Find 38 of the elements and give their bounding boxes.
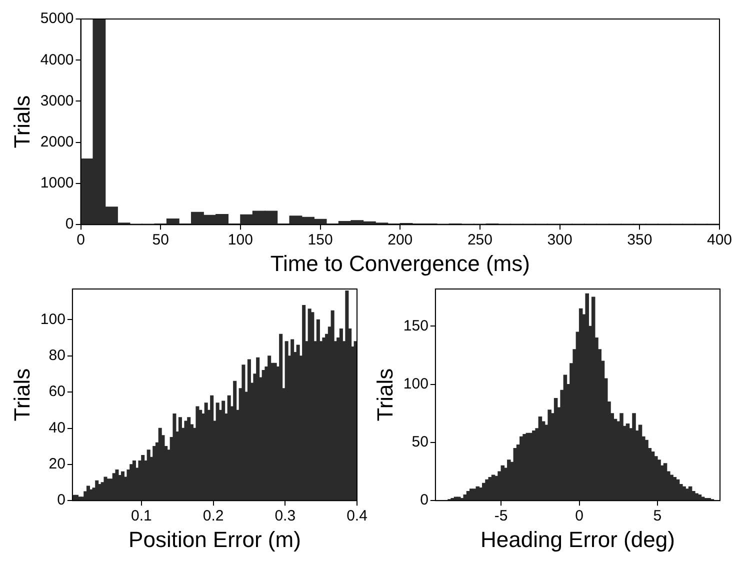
y-tick-label: 5000 <box>40 10 74 28</box>
y-tick-label: 0 <box>420 492 428 509</box>
x-tick-label: 150 <box>308 232 333 249</box>
x-tick-label: 0.4 <box>346 508 368 525</box>
x-tick-label: 350 <box>627 232 652 249</box>
x-tick-label: 0 <box>76 232 85 249</box>
y-tick-label: 100 <box>40 310 66 328</box>
x-tick-label: 200 <box>388 232 413 249</box>
y-tick-label: 2000 <box>40 134 74 150</box>
x-tick-label: 100 <box>228 232 253 249</box>
x-axis-title: Position Error (m) <box>128 526 301 552</box>
x-axis-title: Time to Convergence (ms) <box>270 250 530 276</box>
y-tick-label: 40 <box>48 419 66 436</box>
y-axis-title: Trials <box>9 95 34 148</box>
x-tick-label: 50 <box>152 232 169 249</box>
x-tick-label: 0.3 <box>274 508 296 525</box>
y-tick-label: 4000 <box>40 51 74 68</box>
y-tick-label: 20 <box>48 456 66 473</box>
x-axis-title: Heading Error (deg) <box>480 526 675 552</box>
y-tick-label: 60 <box>48 383 66 400</box>
y-tick-label: 0 <box>65 216 74 233</box>
x-tick-label: 400 <box>706 232 732 249</box>
x-tick-label: 0.1 <box>130 508 152 525</box>
y-tick-label: 150 <box>403 317 428 334</box>
y-tick-label: 100 <box>403 375 428 392</box>
y-tick-label: 3000 <box>40 92 74 110</box>
y-axis-title: Trials <box>9 368 34 422</box>
x-tick-label: 0 <box>575 508 584 525</box>
x-tick-label: 250 <box>467 232 492 249</box>
y-axis-title: Trials <box>372 368 398 422</box>
x-tick-label: 0.2 <box>202 508 224 525</box>
x-tick-label: 5 <box>653 508 662 525</box>
x-tick-label: -5 <box>494 508 508 525</box>
y-tick-label: 80 <box>48 347 66 364</box>
x-tick-label: 300 <box>547 232 572 249</box>
y-tick-label: 1000 <box>40 174 74 192</box>
y-tick-label: 50 <box>412 434 428 451</box>
y-tick-label: 0 <box>57 492 66 509</box>
